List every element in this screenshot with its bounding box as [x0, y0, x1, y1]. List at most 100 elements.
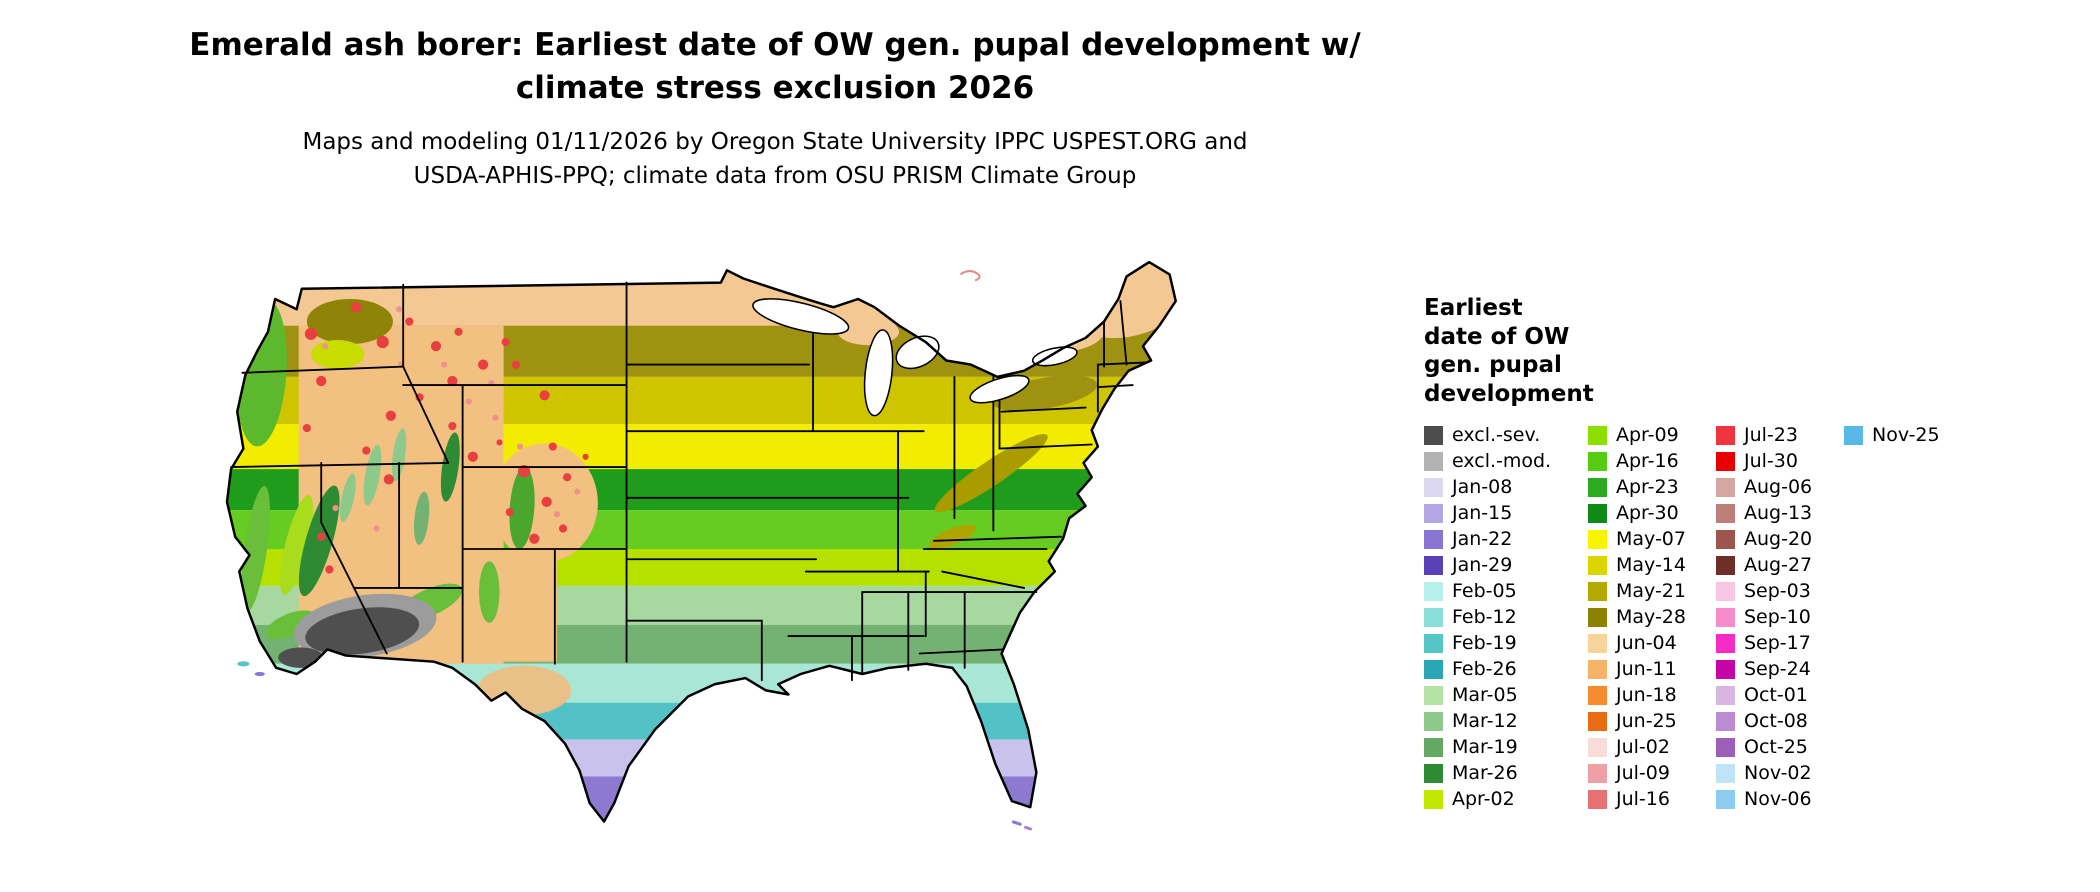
- legend-label: Sep-17: [1744, 632, 1811, 655]
- legend-swatch: [1424, 555, 1443, 575]
- legend-swatch: [1424, 477, 1443, 497]
- legend-item: Aug-27: [1716, 552, 1844, 578]
- legend-label: Feb-05: [1452, 580, 1517, 603]
- legend-label: Apr-09: [1616, 424, 1679, 447]
- legend-item: Nov-02: [1716, 760, 1844, 786]
- us-outline: [225, 260, 1177, 823]
- legend-label: Jul-30: [1744, 450, 1798, 473]
- state-borders: [230, 281, 1146, 682]
- legend-label: Sep-10: [1744, 606, 1811, 629]
- legend-label: Jul-16: [1616, 788, 1670, 811]
- legend-swatch: [1844, 425, 1863, 445]
- legend-item: excl.-mod.: [1424, 448, 1588, 474]
- legend-label: May-14: [1616, 554, 1686, 577]
- legend-label: Apr-16: [1616, 450, 1679, 473]
- legend-swatch: [1716, 451, 1735, 471]
- legend-title-line2: date of OW: [1424, 323, 1570, 350]
- legend-item: Apr-09: [1588, 422, 1716, 448]
- legend-label: Mar-12: [1452, 710, 1518, 733]
- legend-columns: excl.-sev. excl.-mod. Jan-08 Jan-15 Jan-22 Ja…: [1424, 422, 1954, 812]
- map-title-line2: climate stress exclusion 2026: [515, 69, 1035, 106]
- legend-swatch: [1588, 451, 1607, 471]
- legend-item: Aug-06: [1716, 474, 1844, 500]
- legend-item: May-07: [1588, 526, 1716, 552]
- legend-title: Earliest date of OW gen. pupal developme…: [1424, 294, 1954, 408]
- map-subtitle: Maps and modeling 01/11/2026 by Oregon S…: [170, 125, 1380, 194]
- legend-swatch: [1424, 737, 1443, 757]
- legend-item: Sep-24: [1716, 656, 1844, 682]
- legend-label: Jul-02: [1616, 736, 1670, 759]
- legend-item: Jun-11: [1588, 656, 1716, 682]
- legend-label: Aug-27: [1744, 554, 1813, 577]
- legend-label: Jun-18: [1616, 684, 1677, 707]
- legend-item: Jun-04: [1588, 630, 1716, 656]
- legend-item: Apr-30: [1588, 500, 1716, 526]
- legend-label: Aug-06: [1744, 476, 1813, 499]
- legend-swatch: [1588, 503, 1607, 523]
- legend-item: Jul-30: [1716, 448, 1844, 474]
- legend-swatch: [1588, 633, 1607, 653]
- legend-item: Jul-09: [1588, 760, 1716, 786]
- legend-item: Aug-13: [1716, 500, 1844, 526]
- legend-swatch: [1588, 737, 1607, 757]
- legend-item: May-21: [1588, 578, 1716, 604]
- legend-swatch: [1424, 659, 1443, 679]
- legend-label: Mar-26: [1452, 762, 1518, 785]
- legend-label: Aug-20: [1744, 528, 1813, 551]
- legend-swatch: [1716, 607, 1735, 627]
- legend-item: Sep-10: [1716, 604, 1844, 630]
- legend-item: Apr-16: [1588, 448, 1716, 474]
- legend-swatch: [1716, 529, 1735, 549]
- legend-label: Apr-30: [1616, 502, 1679, 525]
- legend-item: Jan-29: [1424, 552, 1588, 578]
- legend-label: Nov-02: [1744, 762, 1812, 785]
- legend-label: Nov-25: [1872, 424, 1940, 447]
- legend-item: Feb-19: [1424, 630, 1588, 656]
- legend-item: excl.-sev.: [1424, 422, 1588, 448]
- legend-label: Jan-22: [1452, 528, 1513, 551]
- islands: [237, 270, 1033, 831]
- legend-item: Mar-12: [1424, 708, 1588, 734]
- map-fill-layers: [226, 262, 1176, 822]
- legend-item: Jul-02: [1588, 734, 1716, 760]
- legend-swatch: [1716, 633, 1735, 653]
- legend-label: Jun-11: [1616, 658, 1677, 681]
- legend-item: Jul-23: [1716, 422, 1844, 448]
- legend-item: Aug-20: [1716, 526, 1844, 552]
- legend-item: Jul-16: [1588, 786, 1716, 812]
- legend-swatch: [1716, 659, 1735, 679]
- legend-item: Jun-18: [1588, 682, 1716, 708]
- legend-item: Apr-23: [1588, 474, 1716, 500]
- legend-item: Mar-05: [1424, 682, 1588, 708]
- legend-swatch: [1588, 763, 1607, 783]
- legend-label: May-07: [1616, 528, 1686, 551]
- legend-swatch: [1716, 477, 1735, 497]
- legend-swatch: [1424, 633, 1443, 653]
- legend-swatch: [1588, 555, 1607, 575]
- legend-swatch: [1424, 763, 1443, 783]
- legend-swatch: [1424, 425, 1443, 445]
- legend-item: Jan-08: [1424, 474, 1588, 500]
- us-map: [225, 260, 1177, 831]
- legend: Earliest date of OW gen. pupal developme…: [1424, 294, 1954, 812]
- legend-swatch: [1424, 503, 1443, 523]
- map-subtitle-line1: Maps and modeling 01/11/2026 by Oregon S…: [302, 128, 1248, 155]
- legend-label: Oct-01: [1744, 684, 1808, 707]
- legend-item: Sep-03: [1716, 578, 1844, 604]
- legend-label: Jul-09: [1616, 762, 1670, 785]
- legend-swatch: [1424, 607, 1443, 627]
- legend-item: Jun-25: [1588, 708, 1716, 734]
- legend-item: Feb-12: [1424, 604, 1588, 630]
- legend-label: Feb-19: [1452, 632, 1517, 655]
- legend-title-line4: development: [1424, 380, 1594, 407]
- legend-swatch: [1424, 451, 1443, 471]
- legend-label: Mar-05: [1452, 684, 1518, 707]
- header: Emerald ash borer: Earliest date of OW g…: [170, 24, 1380, 194]
- legend-swatch: [1588, 425, 1607, 445]
- legend-label: May-21: [1616, 580, 1686, 603]
- legend-swatch: [1588, 581, 1607, 601]
- map-subtitle-line2: USDA-APHIS-PPQ; climate data from OSU PR…: [413, 163, 1137, 190]
- us-map-container: [145, 210, 1395, 888]
- legend-swatch: [1424, 711, 1443, 731]
